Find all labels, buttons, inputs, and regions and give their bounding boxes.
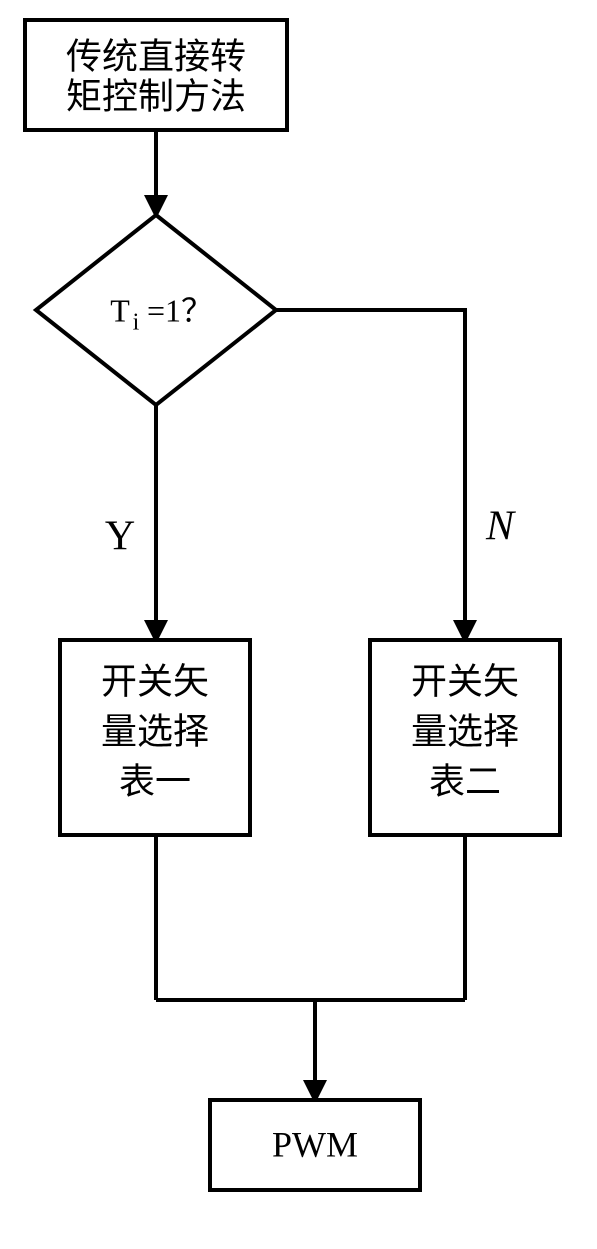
node-decision-line-1: i (133, 310, 140, 336)
node-start-line-1: 矩控制方法 (66, 76, 246, 116)
node-table1-line-2: 表一 (119, 761, 191, 801)
node-table2-line-1: 量选择 (411, 711, 519, 751)
node-table2: 开关矢量选择表二 (370, 640, 560, 835)
node-decision-line-2: =1？ (147, 292, 213, 328)
node-table2-line-2: 表二 (429, 761, 501, 801)
node-table1-line-1: 量选择 (101, 711, 209, 751)
node-table1-line-0: 开关矢 (101, 661, 209, 701)
node-decision: Ti =1？ (36, 215, 276, 405)
node-pwm: PWM (210, 1100, 420, 1190)
node-decision-line-0: T (110, 292, 130, 328)
node-start: 传统直接转矩控制方法 (25, 20, 287, 130)
edge-decision-to-table2 (276, 310, 465, 640)
label-N: N (485, 504, 516, 550)
node-start-line-0: 传统直接转 (66, 36, 246, 76)
node-pwm-line-0: PWM (272, 1124, 358, 1164)
node-table1: 开关矢量选择表一 (60, 640, 250, 835)
node-table2-line-0: 开关矢 (411, 661, 519, 701)
label-Y: Y (105, 514, 135, 560)
